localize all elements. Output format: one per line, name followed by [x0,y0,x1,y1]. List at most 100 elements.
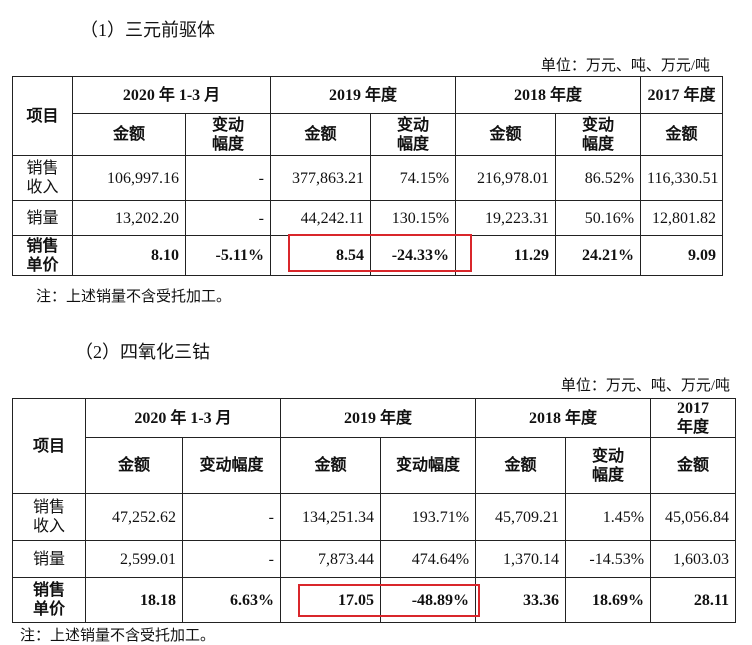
header-cell: 变动幅度 [555,113,642,156]
cell-text: 2018 年度 [529,409,598,427]
unit-label: 单位：万元、吨、万元/吨 [540,58,710,74]
data-cell: 134,251.34 [280,493,381,541]
row-label: 销量 [12,540,86,578]
cell-text: 金额 [489,126,522,143]
unit-label: 单位：万元、吨、万元/吨 [560,378,730,394]
cell-text: 2020 年 1-3 月 [122,86,221,104]
footnote: 注：上述销量不含受托加工。 [20,628,216,644]
header-row: 项目 2020 年 1-3 月 2019 年度 2018 年度 2017 年度 [12,76,724,156]
cell-text: 1,370.14 [503,550,560,568]
data-cell: - [182,493,281,541]
data-cell: 45,709.21 [475,493,567,541]
cell-text: 13,202.20 [115,209,179,227]
header-cell: 金额 [270,113,371,156]
cell-text: 8.10 [151,247,179,264]
cell-text: 变动幅度 [199,457,264,474]
cell-text: 19,223.31 [485,209,550,227]
data-cell: 7,873.44 [280,540,381,578]
cell-text: 1.45% [602,508,645,526]
data-cell: 2,599.01 [85,540,183,578]
header-cell: 项目 [12,76,73,156]
data-cell: - [182,540,281,578]
header-cell: 金额 [72,113,186,156]
cell-text: -14.53% [589,550,645,568]
cell-text: 50.16% [584,209,635,227]
data-cell: 9.09 [640,235,724,276]
data-table: 项目 2020 年 1-3 月 2019 年度 2018 年度 2017 年度 金额 变动幅… [12,398,737,623]
data-cell: -5.11% [185,235,271,276]
cell-text: 7,873.44 [318,550,374,568]
cell-text: 销售收入 [32,499,65,535]
data-cell: 24.21% [555,235,642,276]
cell-text: 1,603.03 [673,550,730,568]
data-cell: 377,863.21 [270,155,371,201]
cell-text: 9.09 [688,247,717,264]
data-cell: 19,223.31 [455,200,557,236]
cell-text: -24.33% [391,247,450,264]
header-cell: 金额 [475,437,567,494]
data-cell: 50.16% [555,200,642,236]
header-row: 金额 变动幅度 金额 变动幅度 金额 变动幅度 金额 [13,113,724,156]
cell-text: 24.21% [582,247,635,264]
cell-text: 86.52% [584,169,635,187]
cell-text: 项目 [32,437,65,455]
data-cell: 74.15% [369,155,457,201]
header-cell: 变动幅度 [185,113,271,156]
cell-text: 销售单价 [26,237,59,274]
footnote: 注：上述销量不含受托加工。 [36,289,232,305]
header-cell: 变动幅度 [369,113,457,156]
cell-text: 变动幅度 [592,447,625,484]
cell-text: 12,801.82 [652,209,717,227]
data-cell: 116,330.51 [640,155,724,201]
cell-text: 33.36 [523,591,560,609]
cell-text: -5.11% [215,247,264,264]
header-cell: 2018 年度 [475,398,652,438]
cell-text: - [258,169,264,187]
cell-text: 金额 [112,126,145,143]
header-cell: 2019 年度 [279,398,477,438]
cell-text: 2017 年度 [647,86,716,104]
cell-text: 金额 [117,457,150,474]
cell-text: 216,978.01 [477,169,550,187]
data-cell: 1,603.03 [650,540,737,578]
cell-text: 116,330.51 [647,169,719,187]
cell-text: 45,056.84 [665,508,730,526]
cell-text: 8.54 [336,247,364,264]
cell-text: - [258,209,264,227]
data-table: 项目 2020 年 1-3 月 2019 年度 2018 年度 2017 年度 金额 变动幅… [12,76,724,276]
cell-text: 2019 年度 [344,409,413,427]
header-cell: 金额 [280,437,381,494]
data-cell: 1.45% [565,493,652,541]
cell-text: 45,709.21 [495,508,560,526]
header-cell: 变动幅度 [565,437,652,494]
cell-text: 2017 年度 [677,400,710,436]
cell-text: 74.15% [399,169,450,187]
header-cell: 金额 [85,437,183,494]
header-cell: 金额 [455,113,557,156]
data-cell: 193.71% [379,493,477,541]
header-cell: 2020 年 1-3 月 [72,76,271,114]
section-title: （1）三元前驱体 [80,20,215,40]
cell-text: 变动幅度 [396,116,429,153]
cell-text: 金额 [677,457,710,474]
data-cell: 33.36 [475,577,567,623]
cell-text: 11.29 [513,247,550,264]
header-cell: 2020 年 1-3 月 [85,398,281,438]
cell-text: 销售单价 [32,582,65,618]
highlight-box [298,584,480,617]
header-row: 金额 变动幅度 金额 变动幅度 金额 变动幅度 金额 [13,437,737,494]
data-cell: 8.10 [72,235,186,276]
data-cell: -24.33% [369,235,457,276]
header-cell: 金额 [650,437,737,494]
cell-text: 销量 [26,209,59,227]
cell-text: 变动幅度 [396,457,461,474]
data-row: 销售收入 47,252.62 - 134,251.34 193.71% 45,709.21… [12,493,737,541]
cell-text: 18.69% [592,591,645,609]
cell-text: 134,251.34 [302,508,374,526]
data-cell: 13,202.20 [72,200,186,236]
cell-text: 金额 [504,457,537,474]
cell-text: 474.64% [411,550,470,568]
cell-text: 6.63% [230,591,274,609]
cell-text: 金额 [665,126,698,143]
